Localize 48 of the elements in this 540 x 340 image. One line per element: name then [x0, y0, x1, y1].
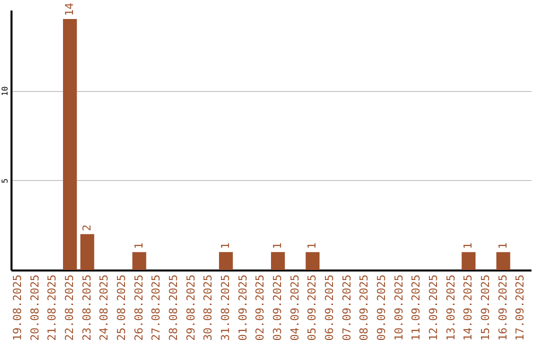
x-tick-label: 28.08.2025: [166, 274, 180, 340]
x-tick-label: 17.09.2025: [514, 274, 527, 340]
data-label: 1: [462, 242, 475, 250]
x-tick-label: 21.08.2025: [46, 274, 59, 340]
data-label: 1: [132, 242, 146, 250]
x-tick-label: 30.08.2025: [202, 274, 215, 340]
bar: [219, 252, 233, 270]
x-tick-label: 09.09.2025: [374, 274, 388, 340]
data-label: 1: [270, 242, 284, 250]
bar: [132, 252, 146, 270]
data-label: 14: [62, 2, 76, 16]
x-tick-label: 27.08.2025: [150, 274, 163, 340]
x-tick-label: 02.09.2025: [254, 274, 267, 340]
data-label: 1: [218, 242, 232, 250]
bar: [271, 252, 285, 270]
x-tick-label: 26.08.2025: [132, 274, 146, 340]
x-tick-label: 06.09.2025: [322, 274, 336, 340]
x-tick-label: 16.09.2025: [496, 274, 510, 340]
x-tick-label: 29.08.2025: [184, 274, 198, 340]
y-tick-label: 5: [0, 178, 10, 184]
bar: [306, 252, 320, 270]
x-tick-label: 23.08.2025: [80, 274, 94, 340]
x-tick-label: 01.09.2025: [236, 274, 250, 340]
x-tick-label: 07.09.2025: [340, 274, 354, 340]
x-tick-label: 24.08.2025: [98, 274, 111, 340]
bar: [496, 252, 510, 270]
bar: [80, 234, 94, 270]
bar: [462, 252, 476, 270]
x-tick-label: 20.08.2025: [28, 274, 42, 340]
bar: [63, 18, 77, 270]
y-tick-label: 10: [0, 86, 10, 96]
data-label: 1: [496, 242, 510, 250]
x-tick-label: 11.09.2025: [410, 274, 423, 340]
x-tick-label: 12.09.2025: [426, 274, 440, 340]
data-label: 2: [80, 224, 94, 232]
data-label: 1: [306, 242, 319, 250]
x-tick-label: 04.09.2025: [288, 274, 302, 340]
x-tick-label: 15.09.2025: [478, 274, 492, 340]
x-tick-label: 13.09.2025: [444, 274, 458, 340]
x-tick-label: 08.09.2025: [358, 274, 371, 340]
x-tick-label: 03.09.2025: [270, 274, 284, 340]
x-tick-label: 22.08.2025: [62, 274, 76, 340]
x-tick-label: 05.09.2025: [306, 274, 319, 340]
x-tick-label: 10.09.2025: [392, 274, 406, 340]
x-tick-label: 25.08.2025: [114, 274, 128, 340]
x-tick-label: 14.09.2025: [462, 274, 475, 340]
x-tick-label: 31.08.2025: [218, 274, 232, 340]
x-tick-label: 19.08.2025: [10, 274, 24, 340]
